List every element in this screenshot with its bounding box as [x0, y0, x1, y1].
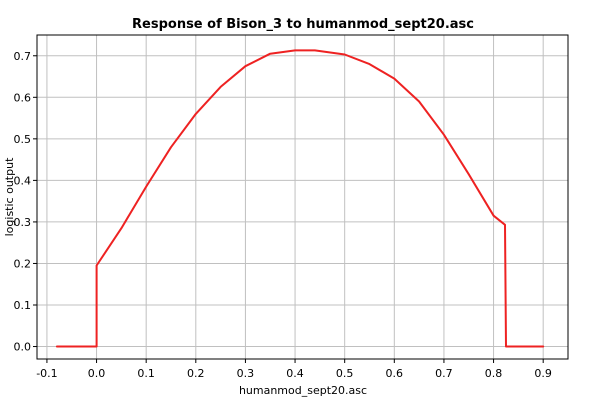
x-tick-label: 0.8 [485, 367, 503, 380]
y-axis-label: logistic output [3, 157, 16, 236]
x-tick-label: 0.4 [286, 367, 304, 380]
y-tick-label: 0.7 [14, 50, 32, 63]
x-tick-label: 0.5 [336, 367, 354, 380]
x-tick-label: 0.6 [386, 367, 404, 380]
x-axis-label: humanmod_sept20.asc [239, 384, 367, 397]
x-tick-label: 0.0 [88, 367, 106, 380]
y-tick-label: 0.0 [14, 341, 32, 354]
y-tick-label: 0.4 [14, 174, 32, 187]
grid-lines [37, 35, 568, 359]
x-tick-label: 0.9 [534, 367, 552, 380]
x-axis-ticks: -0.1 0.0 0.1 0.2 0.3 0.4 0.5 0.6 0.7 0.8 0.9 [36, 359, 552, 380]
plot-frame [36, 34, 569, 360]
y-tick-label: 0.5 [14, 133, 32, 146]
x-tick-label: 0.7 [435, 367, 453, 380]
series-layer [55, 49, 545, 348]
y-tick-label: 0.2 [14, 257, 32, 270]
chart-title: Response of Bison_3 to humanmod_sept20.a… [132, 17, 474, 32]
y-tick-label: 0.3 [14, 216, 32, 229]
plot-area [37, 35, 568, 359]
x-tick-label: -0.1 [36, 367, 57, 380]
x-tick-label: 0.1 [137, 367, 155, 380]
y-tick-label: 0.6 [14, 91, 32, 104]
x-tick-label: 0.3 [237, 367, 255, 380]
x-tick-label: 0.2 [187, 367, 205, 380]
y-tick-label: 0.1 [14, 299, 32, 312]
y-axis-ticks: 0.0 0.1 0.2 0.3 0.4 0.5 0.6 0.7 [14, 50, 37, 354]
response-curve-line [55, 49, 545, 348]
